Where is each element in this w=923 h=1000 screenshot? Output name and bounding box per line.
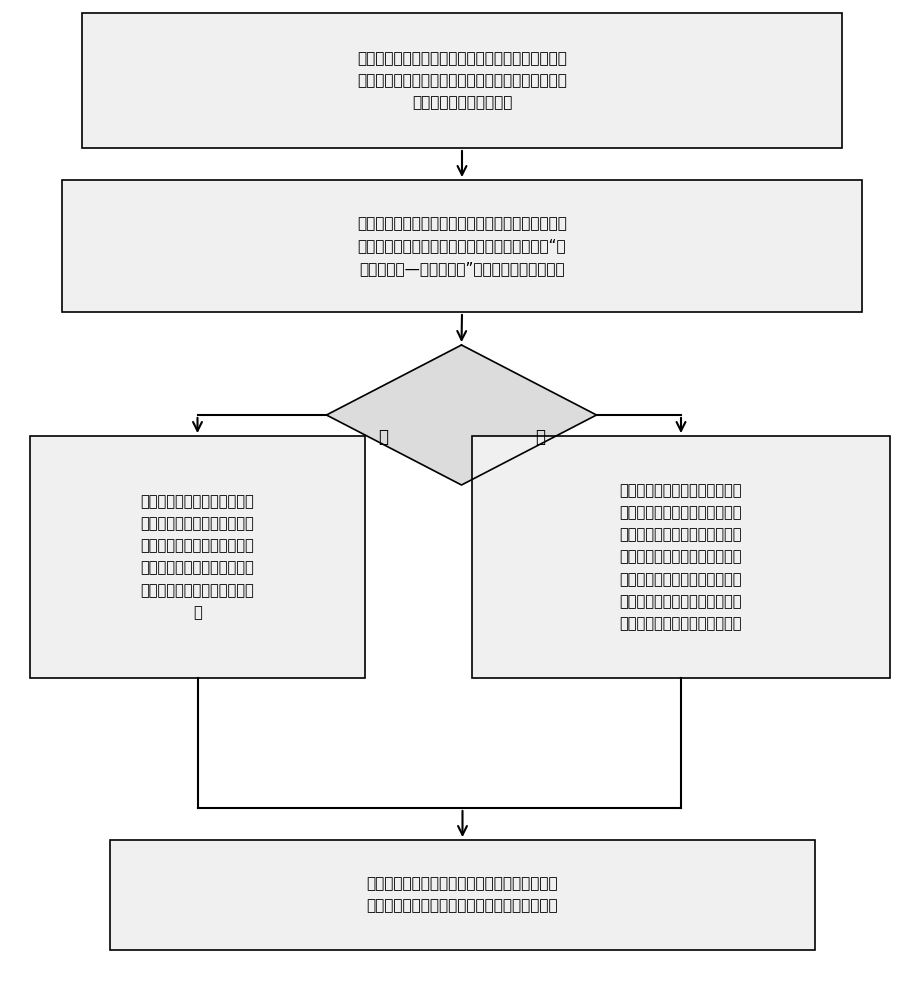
FancyBboxPatch shape	[82, 13, 842, 148]
Text: 根据两相复合材料中两种材料各自进行单脉冲序列激
光切割时所需的波长求平均值，作为两相复合材料激
光切割预设波长，并输出: 根据两相复合材料中两种材料各自进行单脉冲序列激 光切割时所需的波长求平均值，作为…	[357, 51, 567, 110]
FancyBboxPatch shape	[30, 436, 365, 678]
Polygon shape	[327, 345, 596, 485]
FancyBboxPatch shape	[472, 436, 890, 678]
Text: 分别测定复合材料中两相各自对应的材料的孵化效应
曲线，并判断两种材料的孵化效应曲线于同一个“蚀
除阙值通量—激光脉冲数”坐标系中是否存在交点: 分别测定复合材料中两相各自对应的材料的孵化效应 曲线，并判断两种材料的孵化效应曲…	[357, 216, 567, 276]
FancyBboxPatch shape	[62, 180, 862, 312]
Text: 记录单脉冲序列激光的切割速度、所欲使用的切
割能量值，作为切割该复合材料的激光切割参数: 记录单脉冲序列激光的切割速度、所欲使用的切 割能量值，作为切割该复合材料的激光切…	[366, 876, 558, 914]
Text: 若在初始限定波动值范围内修改
波长值，两种材料的孵化效应曲
线仍无焦点，则将限定波动值范
围增加，直至在该方向找到两种
材料的孵化效应曲线交点；并结
合所欲使用: 若在初始限定波动值范围内修改 波长值，两种材料的孵化效应曲 线仍无焦点，则将限定…	[619, 483, 742, 631]
FancyBboxPatch shape	[110, 840, 815, 950]
Text: 记录存在交点的两种材料的孵
化效应曲线交点处蚀除阙值通
量、激光脉冲数数值；并结合
所欲使用的切割能量值，计算
此时单脉冲序列激光的切割速
度: 记录存在交点的两种材料的孵 化效应曲线交点处蚀除阙值通 量、激光脉冲数数值；并结…	[140, 494, 255, 620]
Text: 是: 是	[378, 428, 389, 446]
Text: 否: 否	[534, 428, 545, 446]
